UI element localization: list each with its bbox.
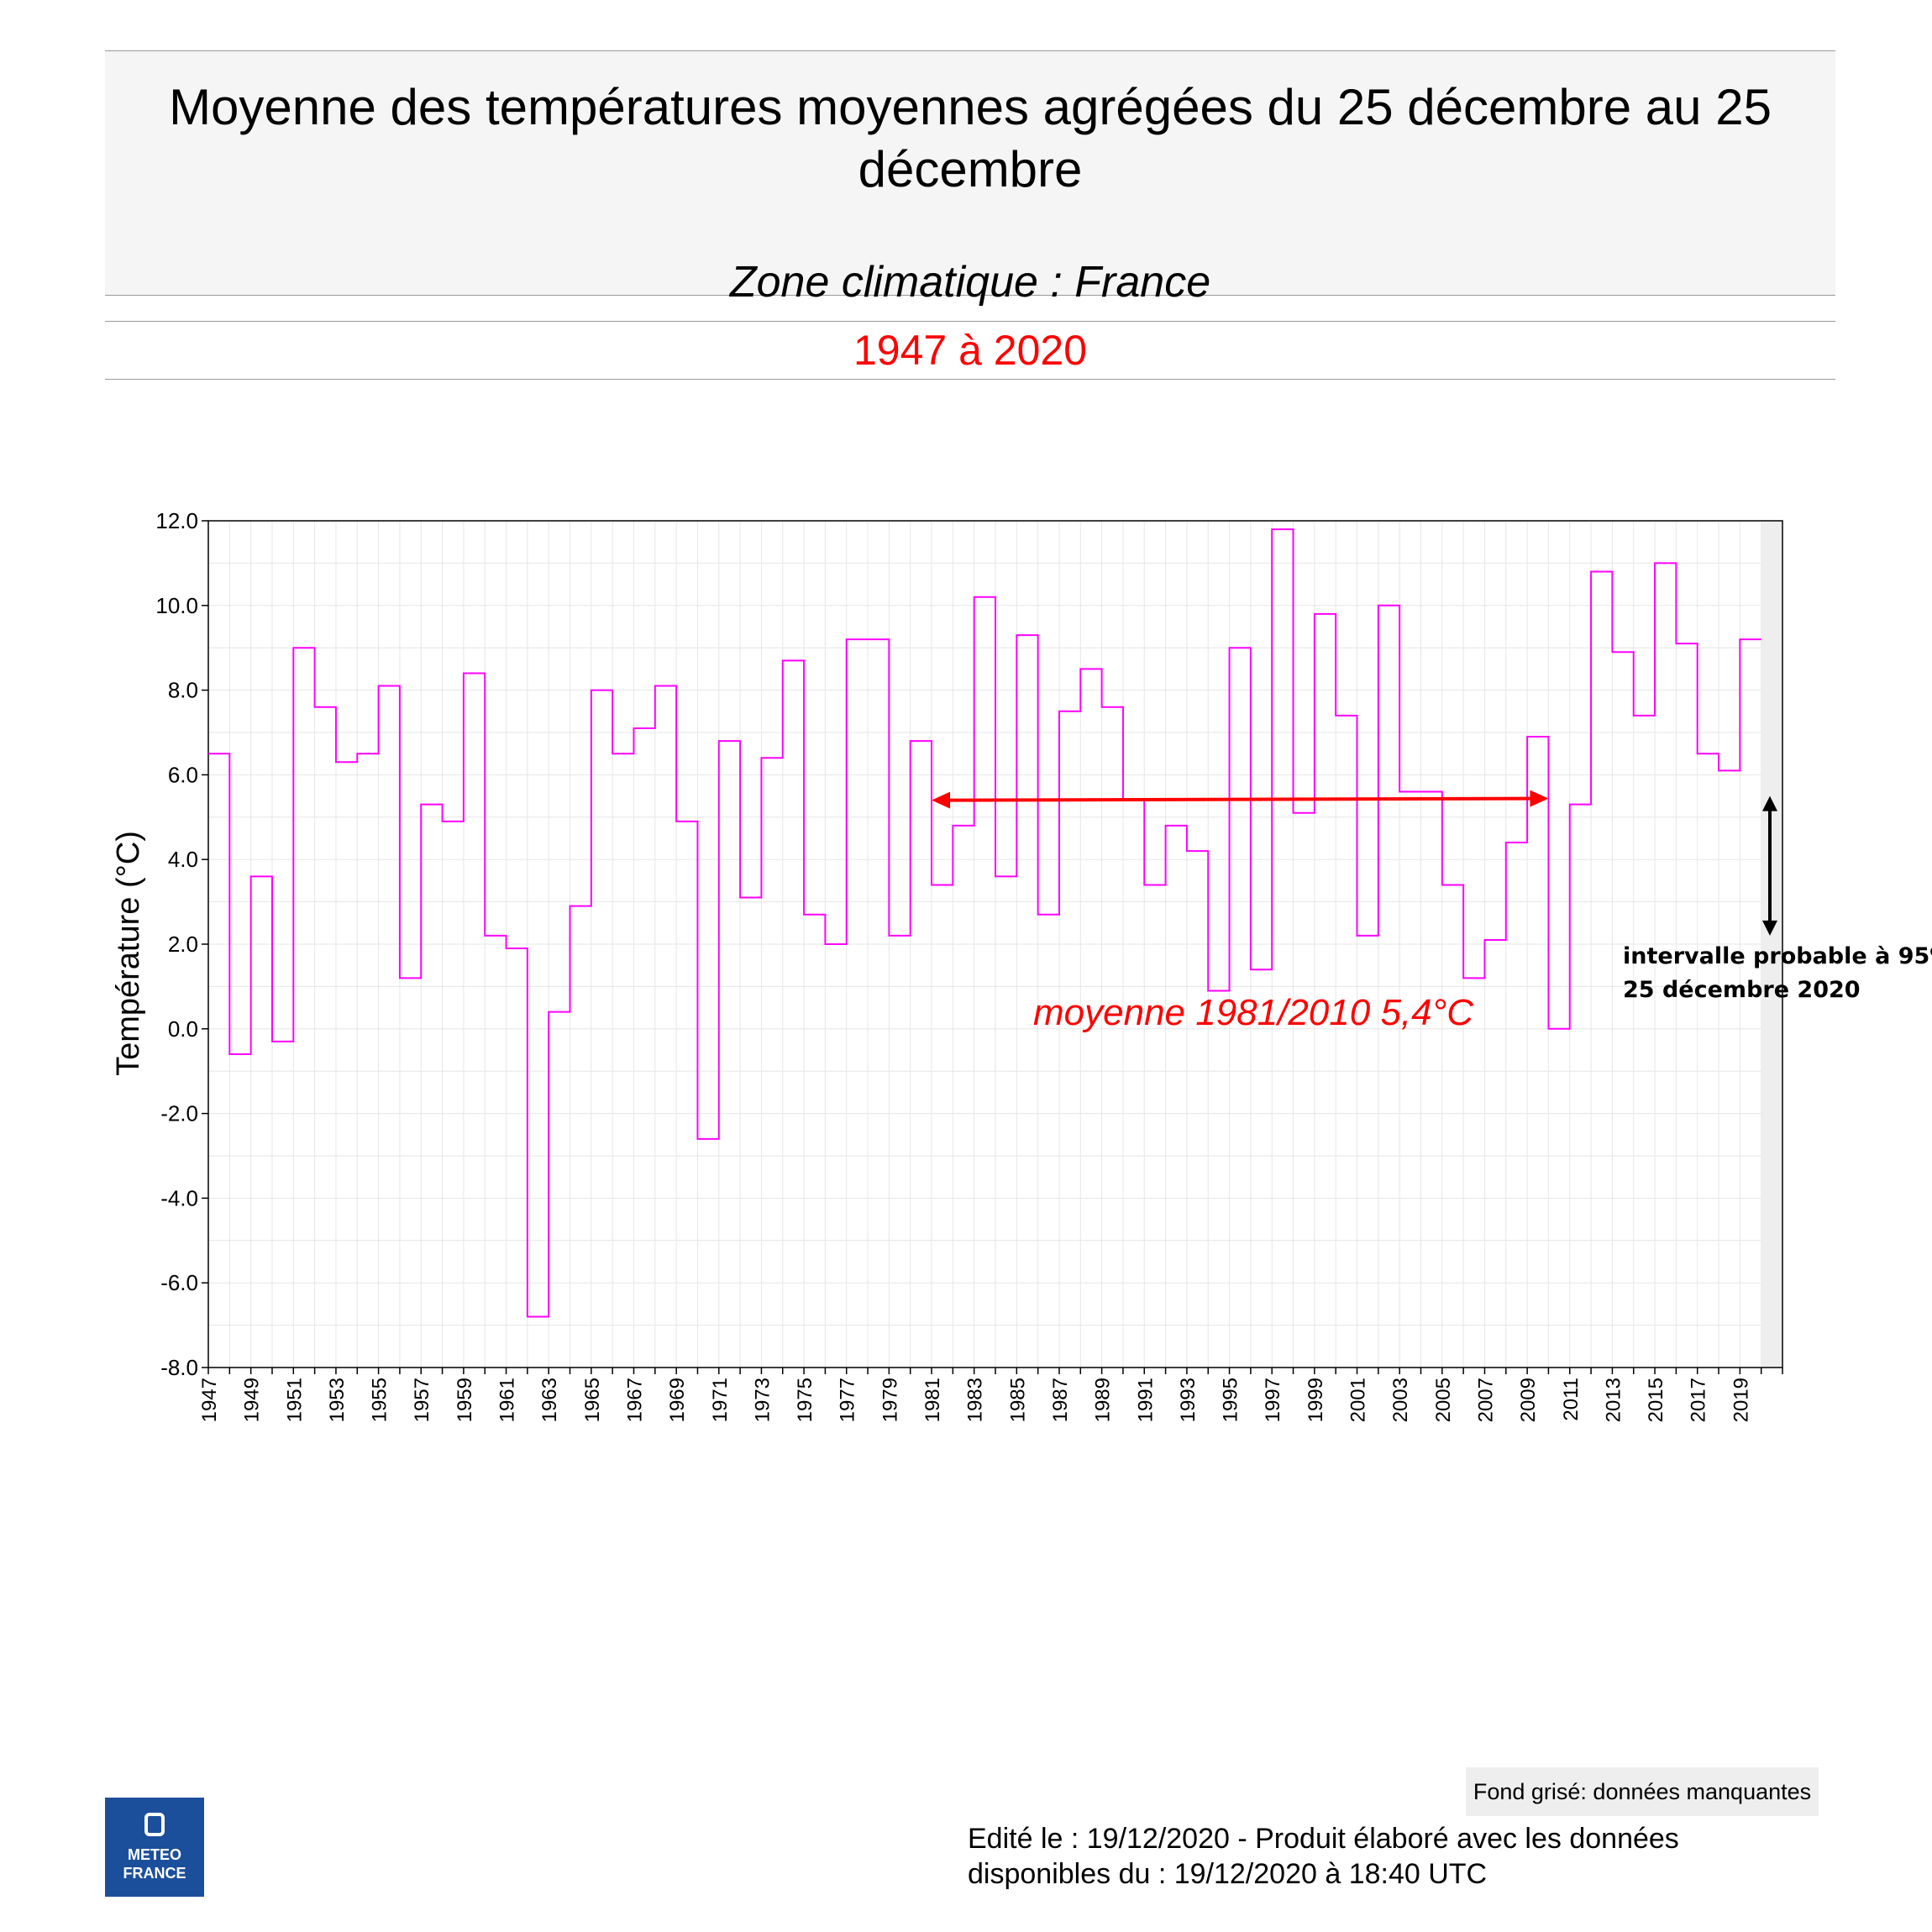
interval-arrow-head-top <box>1762 795 1777 811</box>
x-tick-label: 1983 <box>964 1378 987 1422</box>
temperature-series-line <box>208 528 1761 1318</box>
x-tick-label: 1959 <box>454 1378 476 1422</box>
x-tick-label: 1951 <box>283 1378 306 1422</box>
footer-note: Edité le : 19/12/2020 - Produit élaboré … <box>968 1821 1808 1892</box>
x-tick-label: 2009 <box>1517 1378 1540 1422</box>
footer-line2: disponibles du : 19/12/2020 à 18:40 UTC <box>968 1858 1488 1890</box>
x-tick-label: 1973 <box>751 1378 774 1422</box>
chart-title: Moyenne des températures moyennes agrégé… <box>169 79 1772 197</box>
temperature-chart: -8.0-6.0-4.0-2.00.02.04.06.08.010.012.0 … <box>111 508 1932 1422</box>
x-tick-label: 2019 <box>1730 1378 1752 1422</box>
footer-line1: Edité le : 19/12/2020 - Produit élaboré … <box>968 1823 1679 1855</box>
x-tick-label: 1967 <box>623 1378 646 1422</box>
x-tick-label: 1987 <box>1049 1378 1072 1422</box>
missing-data-legend: Fond grisé: données manquantes <box>1466 1767 1819 1816</box>
y-tick-label: -6.0 <box>160 1270 198 1295</box>
y-tick-label: -4.0 <box>160 1185 198 1210</box>
x-tick-label: 1975 <box>794 1378 816 1422</box>
y-axis-ticks: -8.0 -6.0 -4.0 -2.0 0.0 2.0 4.0 6.0 8.0 10.0 12.0 <box>155 508 208 1380</box>
x-tick-label: 1995 <box>1220 1378 1242 1422</box>
x-tick-label: 1965 <box>581 1378 604 1422</box>
x-tick-label: 2007 <box>1474 1378 1497 1422</box>
logo-text-line1: METEO <box>127 1846 181 1863</box>
x-tick-label: 1971 <box>709 1378 732 1422</box>
interval-label-line1: intervalle probable à 95% <box>1623 943 1932 969</box>
mean-arrow-head-left <box>932 791 951 809</box>
y-tick-label: 12.0 <box>155 508 198 533</box>
x-tick-label: 1957 <box>411 1378 433 1422</box>
interval-arrow-head-bottom <box>1762 920 1777 936</box>
x-tick-label: 1989 <box>1092 1378 1115 1422</box>
header-panel: Moyenne des températures moyennes agrégé… <box>105 50 1835 307</box>
x-tick-label: 2013 <box>1602 1378 1625 1422</box>
mean-arrow-shaft <box>947 796 1534 802</box>
interval-arrow <box>1762 795 1777 936</box>
x-tick-label: 1969 <box>666 1378 689 1422</box>
x-tick-label: 1953 <box>326 1378 349 1422</box>
period-label: 1947 à 2020 <box>853 327 1088 374</box>
x-tick-label: 1961 <box>496 1378 519 1422</box>
x-tick-label: 1947 <box>198 1378 221 1422</box>
x-axis-ticks: 1947 1949 1951 1953 1955 1957 1959 1961 1963 1965… <box>198 1368 1783 1422</box>
y-tick-label: 8.0 <box>168 678 198 703</box>
x-tick-label: 1991 <box>1134 1378 1157 1422</box>
chart-subtitle: Zone climatique : France <box>729 258 1211 307</box>
mean-arrow-head-right <box>1530 790 1549 807</box>
x-tick-label: 1963 <box>538 1378 561 1422</box>
x-tick-label: 1955 <box>369 1378 391 1422</box>
y-tick-label: -8.0 <box>160 1355 198 1380</box>
x-tick-label: 1985 <box>1006 1378 1029 1422</box>
x-tick-label: 2015 <box>1645 1378 1667 1422</box>
x-tick-label: 1977 <box>837 1378 859 1422</box>
x-tick-label: 2017 <box>1688 1378 1710 1422</box>
meteo-france-logo: METEO FRANCE <box>105 1798 204 1897</box>
mean-arrow <box>932 790 1549 809</box>
y-axis-label: Température (°C) <box>111 831 146 1076</box>
x-tick-label: 1979 <box>879 1378 901 1422</box>
y-tick-label: 10.0 <box>155 593 198 618</box>
x-tick-label: 1949 <box>241 1378 264 1422</box>
x-tick-label: 1993 <box>1177 1378 1200 1422</box>
mean-label: moyenne 1981/2010 5,4°C <box>1033 992 1474 1033</box>
x-tick-label: 2011 <box>1560 1378 1583 1421</box>
x-tick-label: 2001 <box>1347 1378 1370 1422</box>
y-tick-label: 4.0 <box>168 847 198 872</box>
x-tick-label: 1997 <box>1262 1378 1284 1422</box>
y-tick-label: 2.0 <box>168 932 198 957</box>
y-tick-label: 6.0 <box>168 762 198 787</box>
period-panel: 1947 à 2020 <box>105 321 1835 380</box>
logo-icon <box>144 1813 165 1836</box>
x-tick-label: 1981 <box>921 1378 944 1422</box>
logo-text-line2: FRANCE <box>123 1865 186 1882</box>
interval-label-line2: 25 décembre 2020 <box>1623 977 1861 1003</box>
x-tick-label: 2003 <box>1389 1378 1412 1422</box>
x-tick-label: 1999 <box>1305 1378 1327 1422</box>
y-tick-label: 0.0 <box>168 1016 198 1042</box>
y-tick-label: -2.0 <box>160 1101 198 1126</box>
x-tick-label: 2005 <box>1432 1378 1455 1422</box>
missing-data-background <box>1761 521 1782 1368</box>
